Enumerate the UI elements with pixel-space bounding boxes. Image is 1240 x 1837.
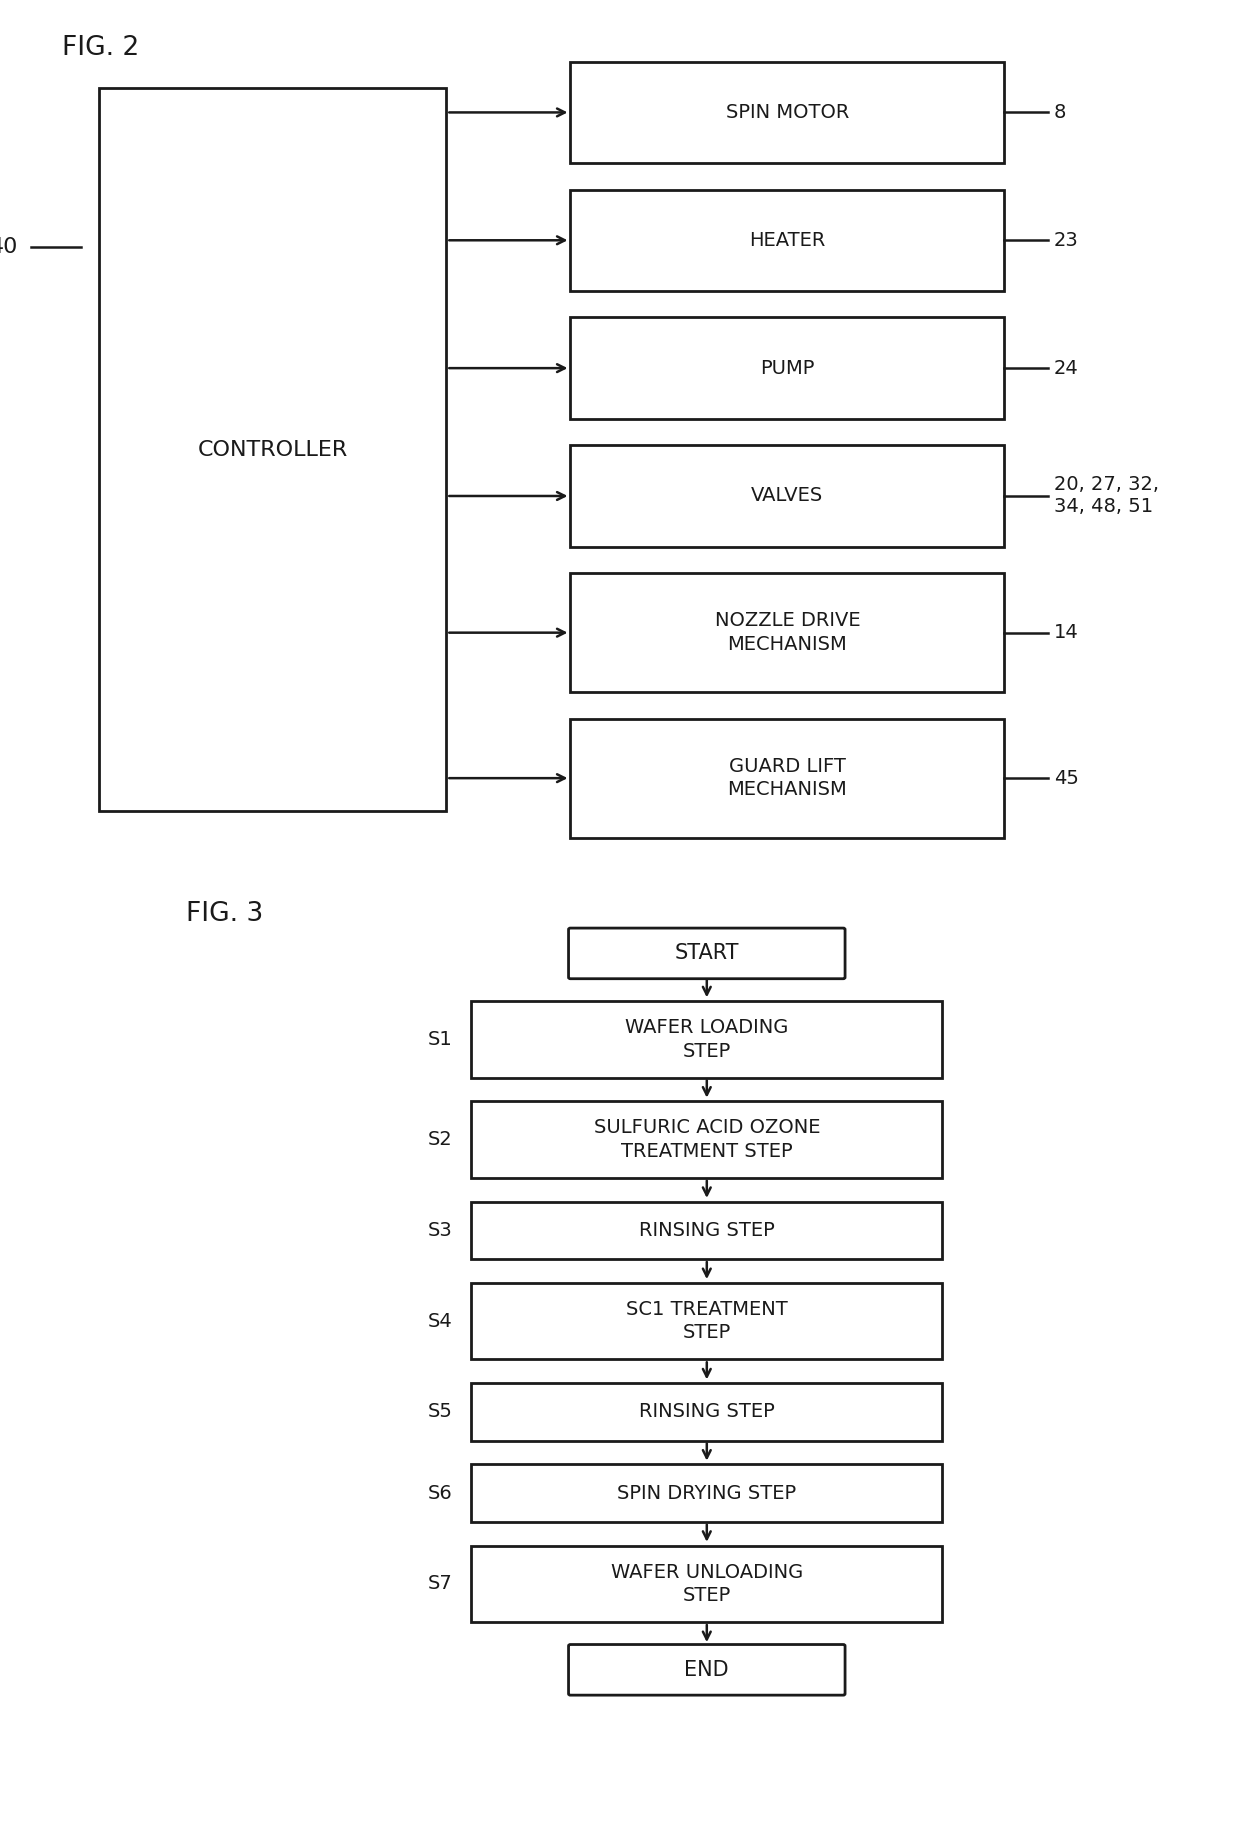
FancyBboxPatch shape [471,1545,942,1622]
FancyBboxPatch shape [570,573,1004,693]
Text: 40: 40 [0,237,19,257]
Text: 8: 8 [1054,103,1066,121]
FancyBboxPatch shape [471,1383,942,1440]
FancyBboxPatch shape [569,1644,846,1696]
Text: END: END [684,1661,729,1679]
Text: SPIN MOTOR: SPIN MOTOR [725,103,849,121]
Text: WAFER UNLOADING
STEP: WAFER UNLOADING STEP [610,1563,804,1606]
Text: S4: S4 [428,1312,453,1330]
Text: 23: 23 [1054,231,1079,250]
FancyBboxPatch shape [471,1102,942,1178]
Text: WAFER LOADING
STEP: WAFER LOADING STEP [625,1018,789,1060]
Text: SPIN DRYING STEP: SPIN DRYING STEP [618,1484,796,1503]
Text: 45: 45 [1054,768,1079,788]
Text: CONTROLLER: CONTROLLER [197,439,348,459]
Text: SULFURIC ACID OZONE
TREATMENT STEP: SULFURIC ACID OZONE TREATMENT STEP [594,1119,820,1161]
Text: S5: S5 [428,1402,453,1422]
Text: 20, 27, 32,
34, 48, 51: 20, 27, 32, 34, 48, 51 [1054,476,1159,516]
Text: VALVES: VALVES [751,487,823,505]
Text: S6: S6 [428,1484,453,1503]
Text: START: START [675,944,739,963]
FancyBboxPatch shape [570,189,1004,290]
FancyBboxPatch shape [570,62,1004,163]
Text: SC1 TREATMENT
STEP: SC1 TREATMENT STEP [626,1301,787,1343]
FancyBboxPatch shape [471,1001,942,1078]
FancyBboxPatch shape [569,928,846,979]
Text: S2: S2 [428,1130,453,1150]
Text: RINSING STEP: RINSING STEP [639,1402,775,1422]
Text: HEATER: HEATER [749,231,826,250]
Text: PUMP: PUMP [760,358,815,378]
Text: S7: S7 [428,1574,453,1593]
FancyBboxPatch shape [471,1282,942,1359]
Text: 14: 14 [1054,623,1079,643]
Text: FIG. 2: FIG. 2 [62,35,139,61]
Text: S3: S3 [428,1222,453,1240]
Text: RINSING STEP: RINSING STEP [639,1222,775,1240]
Text: FIG. 3: FIG. 3 [186,900,263,928]
Text: 24: 24 [1054,358,1079,378]
FancyBboxPatch shape [570,445,1004,547]
FancyBboxPatch shape [570,318,1004,419]
Text: S1: S1 [428,1031,453,1049]
FancyBboxPatch shape [99,88,446,812]
FancyBboxPatch shape [471,1464,942,1521]
FancyBboxPatch shape [471,1201,942,1258]
Text: NOZZLE DRIVE
MECHANISM: NOZZLE DRIVE MECHANISM [714,612,861,654]
FancyBboxPatch shape [570,718,1004,838]
Text: GUARD LIFT
MECHANISM: GUARD LIFT MECHANISM [728,757,847,799]
